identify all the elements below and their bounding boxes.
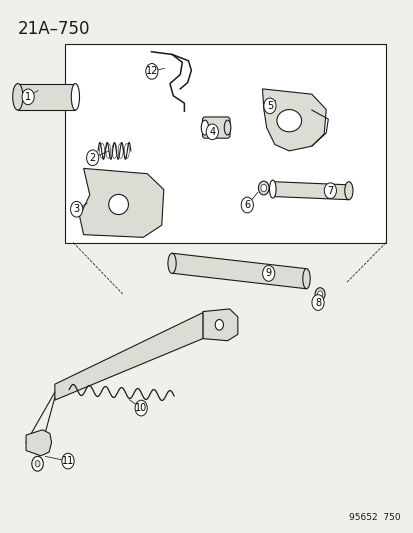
Text: 21A–750: 21A–750 (18, 20, 90, 38)
Ellipse shape (71, 84, 79, 110)
Ellipse shape (314, 288, 324, 301)
Ellipse shape (260, 184, 266, 192)
Polygon shape (18, 84, 75, 110)
Circle shape (22, 89, 34, 104)
Text: 4: 4 (209, 127, 215, 137)
Text: 5: 5 (266, 101, 273, 111)
Text: 95652  750: 95652 750 (348, 513, 399, 522)
Text: 9: 9 (265, 269, 271, 278)
Text: 6: 6 (244, 200, 250, 210)
Text: 1: 1 (25, 92, 31, 102)
Ellipse shape (317, 291, 322, 297)
Circle shape (32, 456, 43, 471)
Ellipse shape (13, 84, 23, 110)
Text: 3: 3 (74, 204, 80, 214)
Ellipse shape (201, 120, 208, 135)
Polygon shape (55, 313, 202, 400)
Ellipse shape (344, 182, 352, 200)
Text: 8: 8 (314, 297, 320, 308)
Circle shape (215, 319, 223, 330)
Text: 7: 7 (326, 185, 333, 196)
Circle shape (70, 201, 83, 217)
Text: 10: 10 (135, 403, 147, 413)
Circle shape (86, 150, 99, 166)
Polygon shape (79, 168, 164, 237)
Circle shape (263, 98, 275, 114)
Circle shape (241, 197, 253, 213)
Text: 2: 2 (89, 153, 95, 163)
Text: 12: 12 (145, 67, 158, 76)
Circle shape (262, 265, 274, 281)
Polygon shape (262, 89, 325, 151)
Text: 11: 11 (62, 456, 74, 466)
Circle shape (135, 400, 147, 416)
Polygon shape (272, 182, 348, 200)
Ellipse shape (258, 181, 268, 195)
Circle shape (206, 124, 218, 140)
Ellipse shape (302, 269, 309, 289)
Ellipse shape (224, 120, 230, 135)
Ellipse shape (168, 253, 176, 273)
Bar (65, 44, 385, 243)
FancyBboxPatch shape (202, 117, 230, 138)
Ellipse shape (109, 195, 128, 215)
Ellipse shape (269, 180, 275, 198)
Circle shape (311, 295, 323, 310)
Polygon shape (202, 309, 237, 341)
Ellipse shape (276, 110, 301, 132)
Circle shape (35, 461, 40, 467)
Polygon shape (26, 430, 52, 456)
Circle shape (145, 63, 158, 79)
Circle shape (62, 453, 74, 469)
Circle shape (323, 183, 336, 198)
Polygon shape (172, 253, 306, 289)
